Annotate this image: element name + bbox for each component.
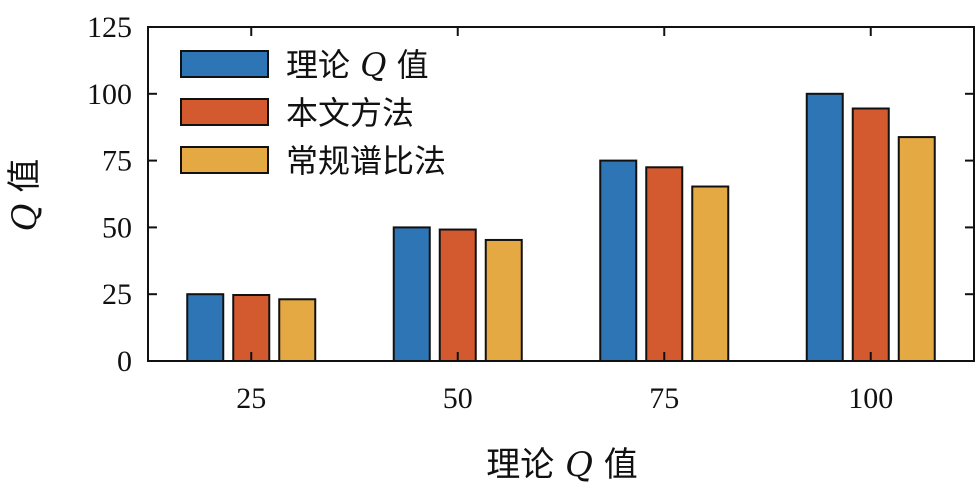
- y-tick-label: 25: [102, 278, 132, 311]
- x-tick-label: 100: [848, 382, 893, 415]
- bar-本文方法-75: [645, 166, 684, 362]
- legend-label: 理论 Q 值: [286, 46, 429, 84]
- bar-理论 Q 值-100: [805, 92, 844, 363]
- bar-本文方法-25: [232, 294, 271, 362]
- bars-layer: [186, 92, 936, 363]
- x-tick-label: 75: [649, 382, 679, 415]
- bar-理论 Q 值-25: [186, 293, 225, 363]
- plot-frame: [147, 26, 975, 362]
- axes-layer: 0 25 50 75 100 125 25 50 75 100: [87, 11, 975, 415]
- bar-常规谱比法-100: [897, 136, 936, 362]
- y-axis-title: Q 值: [5, 159, 45, 232]
- legend-swatch: [180, 98, 269, 126]
- bar-本文方法-50: [438, 228, 477, 362]
- legend-label: 本文方法: [286, 94, 414, 132]
- legend-label: 常规谱比法: [286, 142, 446, 180]
- y-tick-label: 0: [117, 345, 132, 378]
- bar-常规谱比法-25: [278, 298, 317, 362]
- legend-swatch: [180, 146, 269, 174]
- x-axis-title: 理论 Q 值: [486, 445, 638, 485]
- bar-常规谱比法-75: [691, 185, 730, 362]
- x-tick-label: 25: [236, 382, 266, 415]
- bar-理论 Q 值-75: [599, 159, 638, 362]
- bar-本文方法-100: [851, 107, 890, 362]
- y-tick-label: 50: [102, 211, 132, 244]
- bar-常规谱比法-50: [484, 238, 523, 363]
- y-tick-label: 100: [87, 78, 132, 111]
- bar-理论 Q 值-50: [392, 226, 431, 362]
- x-tick-label: 50: [443, 382, 473, 415]
- legend-swatch: [180, 50, 269, 78]
- y-tick-label: 125: [87, 11, 132, 44]
- y-tick-label: 75: [102, 145, 132, 178]
